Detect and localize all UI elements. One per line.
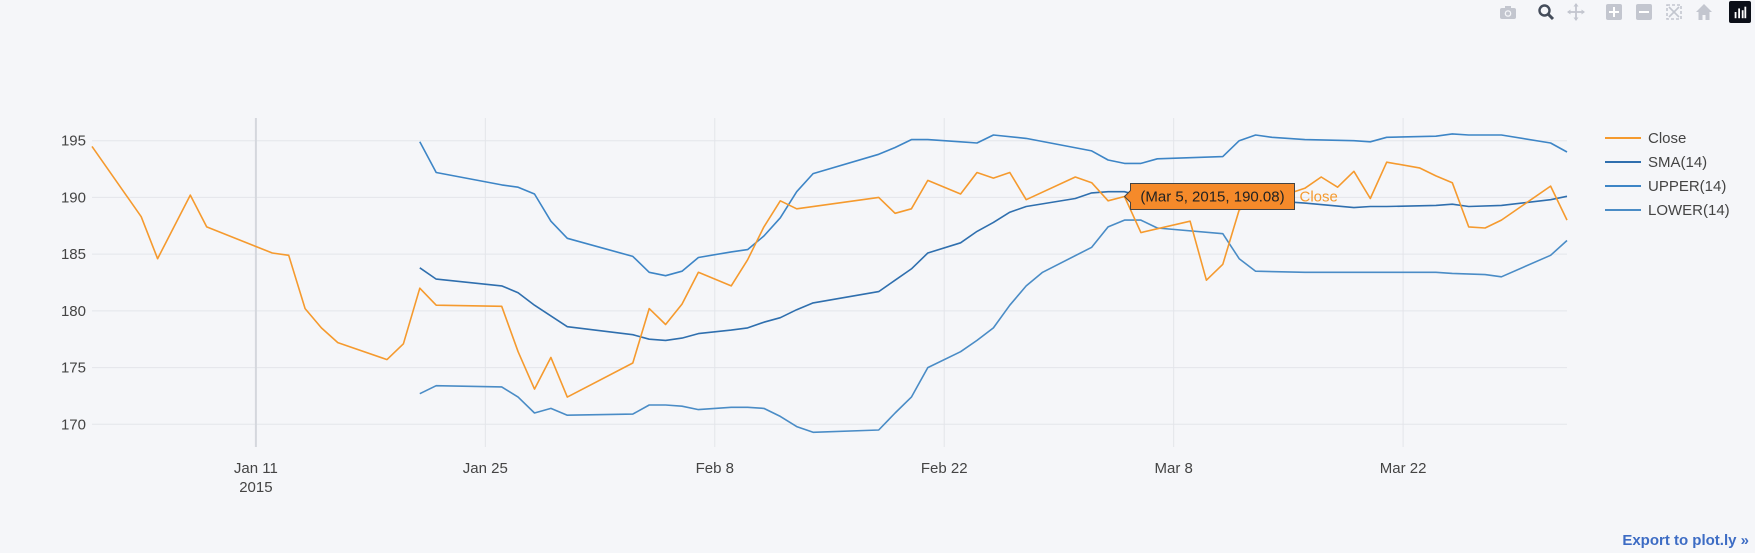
series-line-sma-14 — [419, 190, 1568, 342]
hover-box — [1123, 183, 1295, 211]
legend-label: LOWER(14) — [1648, 202, 1730, 219]
camera-icon[interactable] — [1497, 1, 1519, 23]
x-axis: Jan 11 2015 Jan 25 Feb 8 Feb 22 Mar 8 Mar 22 — [234, 460, 1427, 496]
y-axis: 170 175 180 185 190 195 — [61, 133, 86, 434]
zoom-in-icon[interactable] — [1603, 1, 1625, 23]
legend-label: Close — [1648, 130, 1686, 147]
x-tick-label: Mar 8 — [1154, 460, 1192, 477]
legend: Close SMA(14) UPPER(14) LOWER(14) — [1605, 130, 1730, 219]
series-line-lower-14 — [419, 219, 1568, 434]
hover-label: (Mar 5, 2015, 190.08) — [1140, 189, 1284, 206]
x-tick-label: Feb 8 — [696, 460, 734, 477]
legend-label: SMA(14) — [1648, 154, 1707, 171]
plotly-logo-icon[interactable] — [1729, 1, 1751, 23]
zoom-icon[interactable] — [1535, 1, 1557, 23]
export-link[interactable]: Export to plot.ly » — [1622, 532, 1749, 549]
series-lines — [91, 133, 1568, 434]
legend-label: UPPER(14) — [1648, 178, 1726, 195]
y-tick-label: 190 — [61, 189, 86, 206]
x-tick-label: Jan 25 — [463, 460, 508, 477]
series-line-close — [91, 145, 1568, 398]
x-tick-label: Feb 22 — [921, 460, 968, 477]
y-tick-label: 185 — [61, 246, 86, 263]
hover-tooltip: (Mar 5, 2015, 190.08) Close — [1123, 183, 1338, 211]
x-tick-label: Jan 11 — [234, 460, 278, 477]
pan-icon[interactable] — [1565, 1, 1587, 23]
hover-series-name: Close — [1300, 189, 1338, 206]
autoscale-icon[interactable] — [1663, 1, 1685, 23]
zoom-out-icon[interactable] — [1633, 1, 1655, 23]
home-icon[interactable] — [1693, 1, 1715, 23]
x-tick-label: Mar 22 — [1380, 460, 1427, 477]
y-tick-label: 180 — [61, 303, 86, 320]
y-tick-label: 195 — [61, 133, 86, 150]
series-line-upper-14 — [419, 133, 1568, 277]
y-tick-label: 170 — [61, 416, 86, 433]
y-tick-label: 175 — [61, 360, 86, 377]
x-tick-sublabel: 2015 — [239, 479, 272, 496]
modebar — [1489, 0, 1755, 24]
gridlines — [92, 118, 1567, 447]
